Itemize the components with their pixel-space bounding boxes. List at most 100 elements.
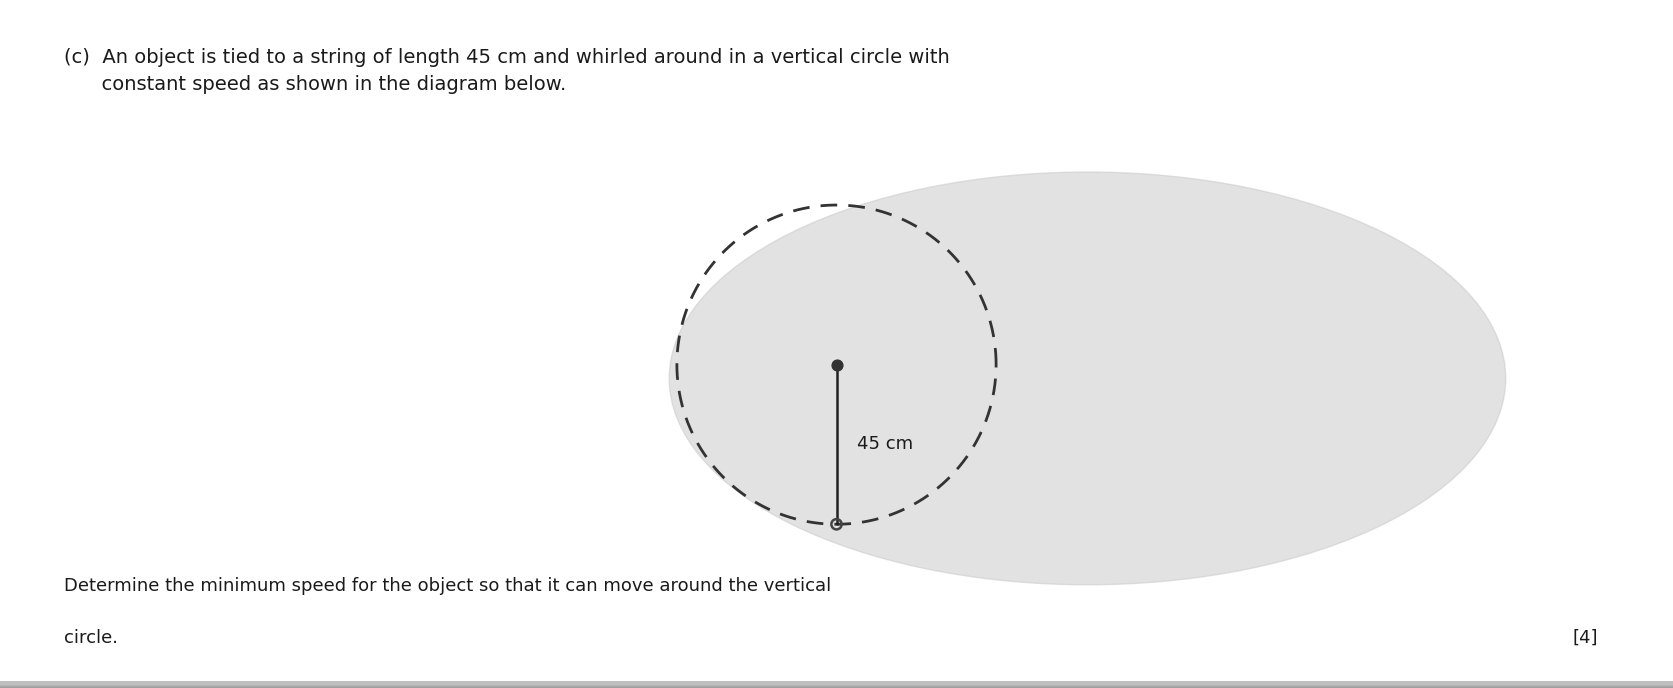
Bar [0, 682, 1673, 686]
Bar [0, 684, 1673, 687]
Bar [0, 683, 1673, 687]
Bar [0, 684, 1673, 687]
Bar [0, 682, 1673, 686]
Bar [0, 683, 1673, 687]
Bar [0, 682, 1673, 685]
Bar [0, 681, 1673, 685]
Bar [0, 681, 1673, 685]
Bar [0, 681, 1673, 685]
Point [823, 519, 850, 530]
Bar [0, 682, 1673, 686]
Bar [0, 685, 1673, 688]
Bar [0, 682, 1673, 686]
Bar [0, 685, 1673, 688]
Bar [0, 681, 1673, 685]
Bar [0, 685, 1673, 688]
Bar [0, 682, 1673, 686]
Bar [0, 684, 1673, 687]
Bar [0, 682, 1673, 686]
Bar [0, 684, 1673, 687]
Bar [0, 682, 1673, 685]
Text: 45 cm: 45 cm [857, 436, 913, 453]
Bar [0, 682, 1673, 685]
Bar [0, 684, 1673, 687]
Bar [0, 683, 1673, 687]
Bar [0, 682, 1673, 685]
Text: [4]: [4] [1573, 629, 1598, 647]
Bar [0, 685, 1673, 688]
Bar [0, 684, 1673, 687]
Bar [0, 682, 1673, 685]
Bar [0, 681, 1673, 685]
Bar [0, 682, 1673, 685]
Bar [0, 683, 1673, 687]
Bar [0, 683, 1673, 687]
Bar [0, 685, 1673, 688]
Bar [0, 684, 1673, 687]
Bar [0, 682, 1673, 685]
Bar [0, 685, 1673, 688]
Bar [0, 682, 1673, 686]
Bar [0, 682, 1673, 685]
Bar [0, 682, 1673, 686]
Bar [0, 683, 1673, 687]
Bar [0, 683, 1673, 687]
Bar [0, 684, 1673, 687]
Bar [0, 681, 1673, 685]
Bar [0, 681, 1673, 685]
Bar [0, 681, 1673, 685]
Bar [0, 683, 1673, 687]
Bar [0, 685, 1673, 688]
Bar [0, 684, 1673, 687]
Bar [0, 685, 1673, 688]
Bar [0, 682, 1673, 686]
Bar [0, 682, 1673, 686]
Bar [0, 683, 1673, 687]
Ellipse shape [669, 172, 1506, 585]
Bar [0, 682, 1673, 686]
Bar [0, 683, 1673, 687]
Bar [0, 682, 1673, 685]
Bar [0, 684, 1673, 687]
Bar [0, 684, 1673, 687]
Bar [0, 682, 1673, 685]
Bar [0, 684, 1673, 687]
Bar [0, 682, 1673, 686]
Bar [0, 682, 1673, 685]
Bar [0, 681, 1673, 685]
Bar [0, 685, 1673, 688]
Bar [0, 684, 1673, 687]
Bar [0, 684, 1673, 687]
Bar [0, 683, 1673, 687]
Bar [0, 683, 1673, 687]
Bar [0, 681, 1673, 685]
Bar [0, 682, 1673, 685]
Bar [0, 684, 1673, 687]
Bar [0, 685, 1673, 688]
Bar [0, 682, 1673, 686]
Bar [0, 682, 1673, 686]
Text: Determine the minimum speed for the object so that it can move around the vertic: Determine the minimum speed for the obje… [64, 577, 831, 595]
Bar [0, 682, 1673, 686]
Bar [0, 684, 1673, 687]
Bar [0, 682, 1673, 686]
Bar [0, 682, 1673, 686]
Bar [0, 682, 1673, 685]
Bar [0, 681, 1673, 685]
Bar [0, 685, 1673, 688]
Bar [0, 682, 1673, 686]
Bar [0, 684, 1673, 687]
Bar [0, 683, 1673, 687]
Bar [0, 682, 1673, 686]
Bar [0, 682, 1673, 686]
Bar [0, 684, 1673, 687]
Bar [0, 684, 1673, 687]
Bar [0, 682, 1673, 685]
Bar [0, 682, 1673, 687]
Bar [0, 685, 1673, 688]
Bar [0, 682, 1673, 685]
Bar [0, 682, 1673, 685]
Bar [0, 681, 1673, 685]
Bar [0, 683, 1673, 687]
Bar [0, 681, 1673, 685]
